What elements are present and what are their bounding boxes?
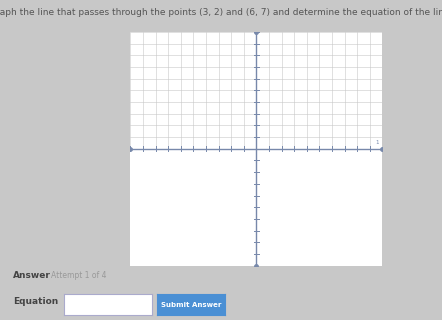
Text: Attempt 1 of 4: Attempt 1 of 4: [51, 271, 107, 280]
Text: Equation: Equation: [13, 297, 58, 306]
Text: Submit Answer: Submit Answer: [161, 302, 221, 308]
Text: Graph the line that passes through the points (3, 2) and (6, 7) and determine th: Graph the line that passes through the p…: [0, 8, 442, 17]
Text: 1: 1: [375, 140, 378, 145]
Text: Answer: Answer: [13, 271, 51, 280]
